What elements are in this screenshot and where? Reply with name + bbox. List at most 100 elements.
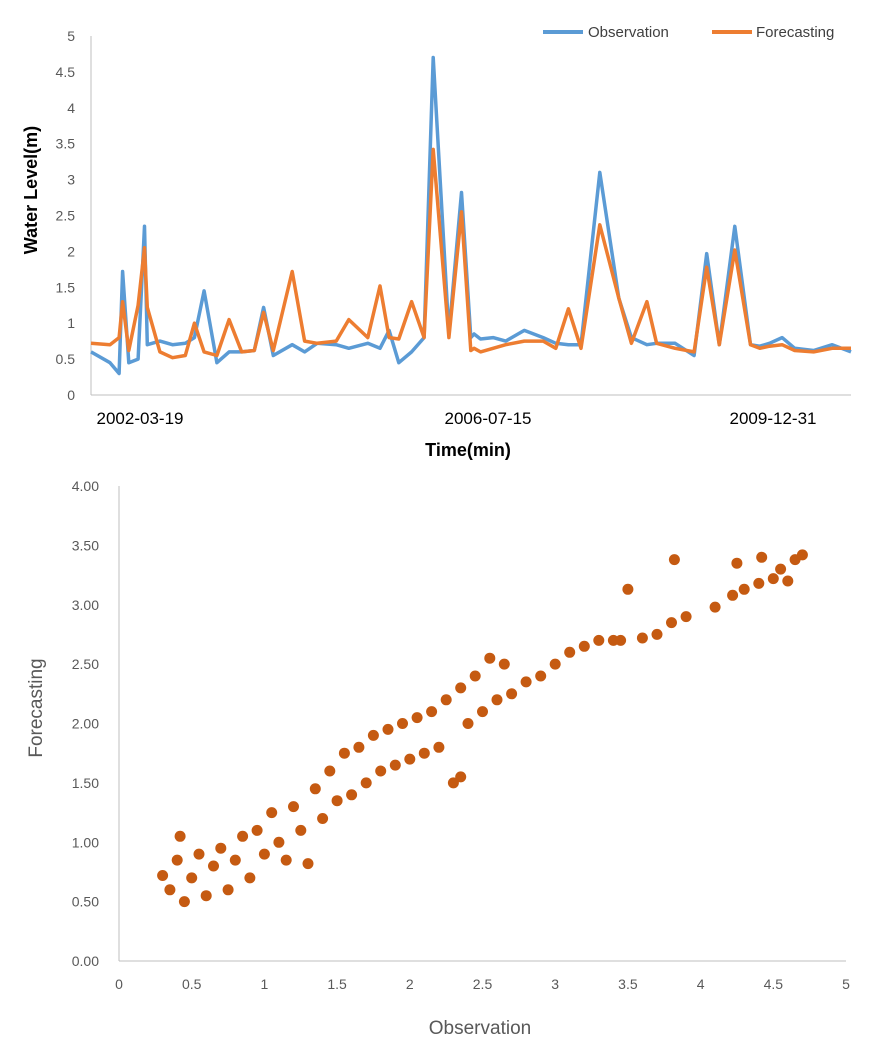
series-observation-line — [90, 55, 852, 376]
scatter-point — [353, 741, 365, 753]
scatter-point — [506, 688, 518, 700]
y-axis-title: Water Level(m) — [21, 126, 41, 254]
scatter-point — [520, 676, 532, 688]
scatter-point — [622, 583, 634, 595]
scatter-point — [447, 777, 459, 789]
scatter-point — [455, 771, 467, 783]
scatter-point — [767, 573, 779, 585]
y-axis-title: Forecasting — [26, 658, 47, 757]
y-tick-label: 4.5 — [56, 64, 76, 80]
scatter-point — [302, 858, 314, 870]
scatter-point — [178, 896, 190, 908]
scatter-point — [680, 611, 692, 623]
scatter-point — [455, 682, 467, 694]
y-tick-label: 1.50 — [72, 775, 99, 791]
scatter-point — [564, 646, 576, 658]
scatter-point — [440, 694, 452, 706]
scatter-point — [418, 747, 430, 759]
y-tick-label: 3.5 — [56, 136, 76, 152]
scatter-point — [593, 634, 605, 646]
x-tick-label: 2 — [406, 976, 414, 992]
scatter-point — [266, 807, 278, 819]
x-tick-label: 3 — [551, 976, 559, 992]
scatter-point — [433, 741, 445, 753]
y-tick-label: 4 — [67, 100, 75, 116]
scatter-point — [738, 583, 750, 595]
scatter-point — [280, 854, 292, 866]
scatter-point — [753, 577, 765, 589]
scatter-point — [367, 729, 379, 741]
scatter-point — [338, 747, 350, 759]
scatter-point — [404, 753, 416, 765]
scatter-point — [796, 549, 808, 561]
scatter-point — [258, 848, 270, 860]
y-tick-label: 0 — [67, 387, 75, 403]
scatter-point — [193, 848, 205, 860]
scatter-point — [346, 789, 358, 801]
scatter-point — [288, 801, 299, 813]
scatter-point — [317, 813, 329, 824]
scatter-point — [484, 652, 496, 664]
scatter-point — [222, 884, 234, 896]
scatter-point — [709, 601, 721, 613]
x-tick-label: 2.5 — [473, 976, 493, 992]
scatter-point — [411, 712, 423, 724]
scatter-point — [756, 551, 768, 563]
scatter-point — [727, 589, 739, 601]
line-chart: 0 0.5 1 1.5 2 2.5 3 3.5 4 4.5 5 2002-03-19 2006-07-1… — [21, 24, 852, 460]
scatter-point — [200, 890, 212, 902]
scatter-point — [469, 670, 481, 682]
scatter-point — [782, 575, 794, 587]
x-tick-label: 1 — [261, 976, 269, 992]
scatter-point — [251, 824, 263, 836]
x-tick-label: 4.5 — [764, 976, 784, 992]
scatter-point — [295, 824, 307, 836]
scatter-point — [636, 632, 648, 644]
scatter-point — [208, 860, 219, 872]
scatter-point — [382, 723, 394, 735]
scatter-point — [229, 854, 241, 866]
y-tick-label: 1 — [67, 315, 75, 331]
scatter-point — [426, 706, 438, 718]
scatter-point — [498, 658, 510, 670]
scatter-point — [775, 563, 787, 575]
x-tick-label: 2009-12-31 — [730, 409, 817, 428]
scatter-point — [171, 854, 183, 866]
scatter-point — [360, 777, 372, 789]
scatter-point — [174, 830, 186, 842]
y-tick-label: 2.5 — [56, 208, 76, 224]
scatter-point — [668, 554, 680, 566]
scatter-point — [731, 557, 743, 569]
scatter-point — [375, 765, 387, 777]
y-tick-label: 1.5 — [56, 279, 76, 295]
scatter-point — [215, 842, 227, 854]
y-tick-label: 1.00 — [72, 834, 99, 850]
scatter-point — [237, 830, 249, 842]
scatter-point — [477, 706, 488, 718]
x-axis-title: Time(min) — [425, 440, 511, 460]
scatter-point — [389, 759, 401, 771]
scatter-chart: 0.00 0.50 1.00 1.50 2.00 2.50 3.00 3.50 4.00 0 0.5… — [26, 478, 850, 1039]
scatter-point — [244, 872, 256, 884]
x-tick-label: 2002-03-19 — [97, 409, 184, 428]
scatter-point — [462, 718, 474, 729]
y-tick-label: 2 — [67, 243, 75, 259]
x-tick-label: 1.5 — [327, 976, 347, 992]
scatter-point — [331, 795, 343, 807]
y-tick-label: 2.50 — [72, 656, 99, 672]
legend-label-observation: Observation — [588, 24, 669, 41]
y-tick-label: 0.5 — [56, 351, 76, 367]
scatter-point — [666, 617, 677, 629]
scatter-point — [578, 640, 590, 652]
x-tick-label: 0 — [115, 976, 123, 992]
scatter-point — [549, 658, 561, 670]
y-tick-label: 0.00 — [72, 953, 99, 969]
scatter-point — [535, 670, 547, 682]
scatter-point — [309, 783, 321, 795]
scatter-point — [491, 694, 503, 706]
y-tick-label: 3 — [67, 172, 75, 188]
x-tick-label: 5 — [842, 976, 850, 992]
scatter-point — [157, 870, 169, 881]
x-axis-title: Observation — [429, 1018, 531, 1039]
